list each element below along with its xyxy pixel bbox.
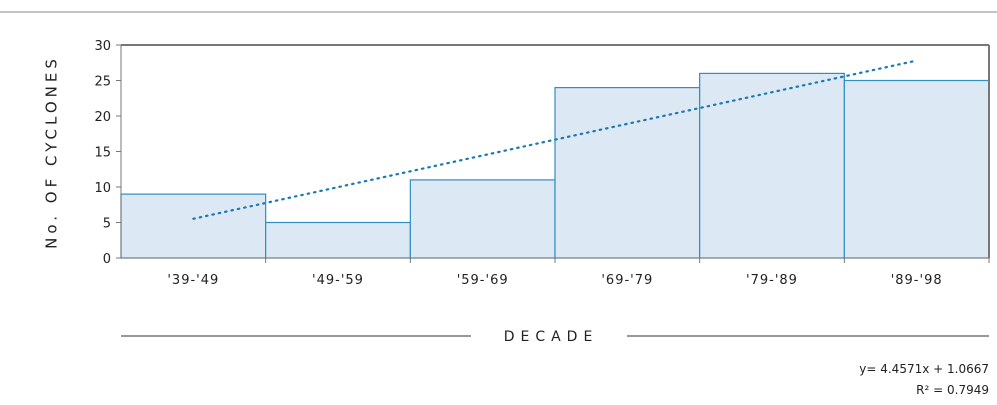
x-tick-label: '39-'49	[167, 273, 219, 288]
x-tick-label: '49-'59	[312, 273, 364, 288]
trend-equation: y= 4.4571x + 1.0667	[859, 362, 989, 376]
x-axis-label: DECADE	[504, 329, 599, 345]
bar-3	[409, 179, 556, 259]
bar-2	[265, 221, 411, 259]
trend-line	[192, 59, 918, 220]
bar-6	[843, 79, 990, 259]
x-tick-label: '89-'98	[891, 273, 943, 288]
y-tick-label: 15	[94, 146, 111, 161]
y-tick-label: 10	[94, 181, 111, 196]
y-tick-label: 25	[94, 75, 111, 90]
x-ticks: '39-'49 '49-'59 '59-'69 '69-'79 '79-'89 '89-'…	[167, 258, 990, 288]
y-tick-label: 30	[94, 39, 111, 54]
bar-5	[699, 72, 845, 259]
y-tick-label: 20	[94, 110, 111, 125]
r-squared: R² = 0.7949	[916, 383, 989, 397]
bars	[120, 72, 990, 259]
x-tick-label: '59-'69	[457, 273, 509, 288]
x-tick-label: '79-'89	[746, 273, 798, 288]
y-axis-label: No. OF CYCLONES	[43, 55, 61, 249]
x-tick-label: '69-'79	[601, 273, 653, 288]
bar-1	[120, 193, 267, 259]
y-tick-label: 0	[103, 252, 111, 267]
y-ticks: 0 5 10 15 20 25 30	[94, 39, 121, 267]
y-tick-label: 5	[103, 217, 111, 232]
